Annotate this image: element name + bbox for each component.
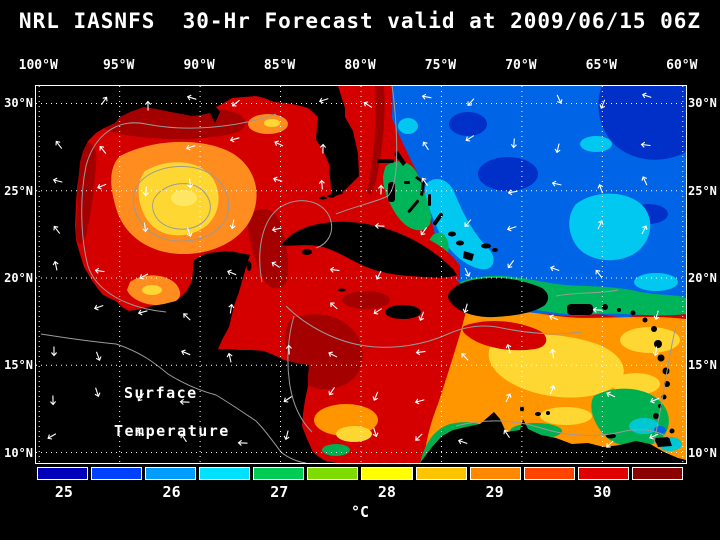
lat-tick-label: 30°N: [688, 96, 717, 111]
lat-tick-label: 15°N: [4, 358, 33, 373]
colorbar-segment: [577, 467, 629, 480]
colorbar-tick-label: 27: [270, 483, 289, 501]
lon-tick-label: 75°W: [424, 58, 457, 73]
current-vectors: [47, 92, 660, 448]
lat-tick-label: 25°N: [688, 183, 717, 198]
lon-tick-label: 65°W: [585, 58, 617, 73]
colorbar-tick-label: 29: [485, 483, 504, 501]
colorbar-segment: [199, 467, 251, 480]
colorbar-segment: [523, 467, 575, 480]
colorbar: [37, 467, 683, 480]
lon-tick-label: 60°W: [666, 58, 698, 73]
plot-title: NRL IASNFS 30-Hr Forecast valid at 2009/…: [18, 9, 702, 33]
lon-tick-label: 100°W: [18, 58, 58, 73]
colorbar-segment: [361, 467, 413, 480]
colorbar-tick-labels: 25 26 27 28 29 30: [37, 483, 683, 501]
map-area: Surface Temperature: [35, 85, 687, 464]
colorbar-tick-label: 28: [377, 483, 396, 501]
surface-label: Surface: [124, 384, 198, 402]
land-mask: [36, 86, 686, 463]
colorbar-segment: [415, 467, 467, 480]
lat-tick-label: 15°N: [688, 358, 717, 373]
lat-tick-label: 20°N: [688, 270, 717, 285]
colorbar-unit: °C: [350, 503, 370, 521]
lat-tick-label: 10°N: [4, 445, 33, 460]
colorbar-segment: [253, 467, 305, 480]
colorbar-segment: [37, 467, 89, 480]
lon-tick-label: 70°W: [505, 58, 537, 73]
lon-tick-label: 85°W: [263, 58, 296, 73]
colorbar-tick-label: 25: [54, 483, 73, 501]
sst-map-canvas: [36, 86, 686, 463]
lon-tick-label: 80°W: [344, 58, 376, 73]
lat-tick-label: 30°N: [4, 96, 33, 111]
lat-tick-label: 10°N: [688, 445, 717, 460]
colorbar-segment: [631, 467, 683, 480]
lat-tick-label: 20°N: [4, 270, 33, 285]
right-axis-labels: 30°N 25°N 20°N 15°N 10°N: [688, 86, 720, 463]
lon-tick-label: 95°W: [103, 58, 135, 73]
left-axis-labels: 30°N 25°N 20°N 15°N 10°N: [0, 86, 33, 463]
colorbar-tick-label: 26: [162, 483, 181, 501]
colorbar-segment: [307, 467, 359, 480]
lon-tick-label: 90°W: [183, 58, 215, 73]
temperature-label: Temperature: [114, 422, 230, 440]
lat-tick-label: 25°N: [4, 183, 33, 198]
colorbar-segment: [145, 467, 197, 480]
colorbar-segment: [91, 467, 143, 480]
lat-lon-grid: [36, 86, 686, 463]
colorbar-segment: [469, 467, 521, 480]
top-axis-labels: 100°W 95°W 90°W 85°W 80°W 75°W 70°W 65°W 60°W: [19, 58, 698, 74]
colorbar-tick-label: 30: [593, 483, 612, 501]
